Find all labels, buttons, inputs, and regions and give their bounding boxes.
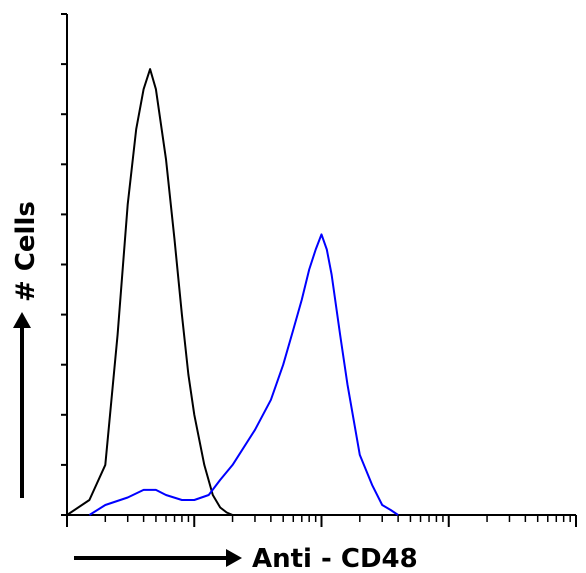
cd48-histogram-line xyxy=(88,233,399,516)
x-axis-title: Anti - CD48 xyxy=(252,544,418,573)
y-axis-ticks xyxy=(61,13,67,516)
x-axis-ticks xyxy=(66,515,577,527)
histogram-series xyxy=(66,68,399,516)
y-axis-arrow-head xyxy=(13,312,31,328)
x-axis-title-group: Anti - CD48 xyxy=(74,544,418,573)
control-histogram-line xyxy=(66,68,233,516)
x-axis-arrow-head xyxy=(226,549,242,567)
y-axis-title: # Cells xyxy=(11,201,41,302)
y-axis-title-group: # Cells xyxy=(11,201,41,498)
